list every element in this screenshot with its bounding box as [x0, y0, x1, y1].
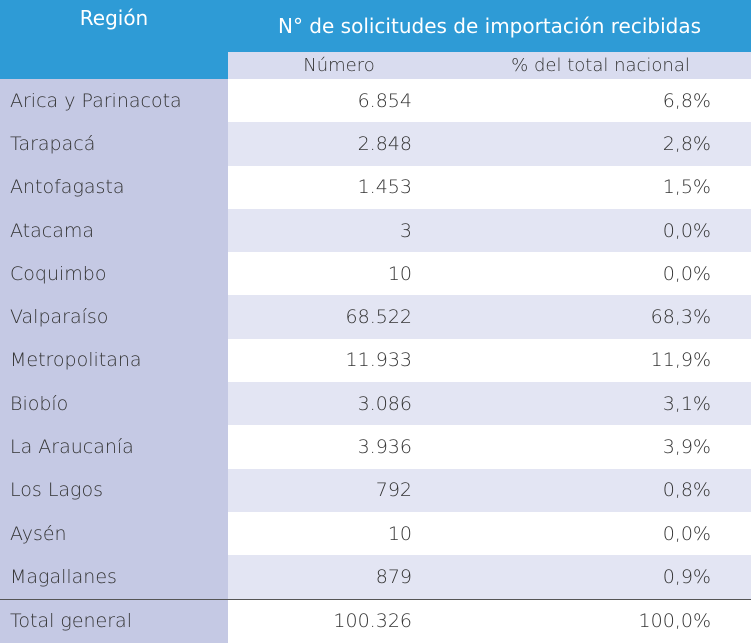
number-cell: 1.453: [357, 176, 412, 199]
region-cell: Total general: [0, 598, 228, 643]
number-cell: 3.936: [357, 436, 412, 459]
header-percent: % del total nacional: [450, 52, 751, 79]
region-cell: Arica y Parinacota: [0, 79, 228, 123]
table-row: Total general 100.326 100,0%: [0, 598, 751, 643]
percent-cell: 6,8%: [662, 89, 711, 112]
region-cell: Tarapacá: [0, 122, 228, 166]
header-group: N° de solicitudes de importación recibid…: [228, 0, 751, 52]
number-cell: 3: [228, 208, 450, 253]
number-cell: 100.326: [228, 598, 450, 643]
percent-cell: 0,0%: [450, 208, 751, 253]
table-row: Magallanes 879 0,9%: [0, 555, 751, 600]
percent-cell: 0,8%: [450, 468, 751, 512]
region-cell: La Araucanía: [0, 425, 228, 469]
number-cell: 68.522: [228, 295, 450, 339]
region-cell: Antofagasta: [0, 165, 228, 209]
table-row: La Araucanía 3.936 3,9%: [0, 425, 751, 469]
table-row: Los Lagos 792 0,8%: [0, 468, 751, 512]
percent-cell: 3,1%: [450, 382, 751, 426]
percent-cell: 3,9%: [662, 436, 711, 459]
table-body: Arica y Parinacota 6.854 6,8% Tarapacá 2.848…: [0, 79, 751, 643]
number-cell: 10: [387, 262, 412, 285]
number-cell: 3.086: [228, 382, 450, 426]
percent-cell: 11,9%: [650, 349, 711, 372]
percent-cell: 2,8%: [450, 122, 751, 166]
percent-cell: 1,5%: [662, 176, 711, 199]
region-cell: Valparaíso: [0, 295, 228, 339]
number-cell: 10: [387, 522, 412, 545]
region-cell: Atacama: [0, 208, 228, 253]
table-row: Valparaíso 68.522 68,3%: [0, 295, 751, 339]
region-cell: Magallanes: [0, 555, 228, 600]
number-cell: 792: [228, 468, 450, 512]
table-row: Coquimbo 10 0,0%: [0, 252, 751, 296]
number-cell: 2.848: [228, 122, 450, 166]
table-row: Biobío 3.086 3,1%: [0, 382, 751, 426]
table-row: Tarapacá 2.848 2,8%: [0, 122, 751, 166]
percent-cell: 100,0%: [450, 598, 751, 643]
table-row: Aysén 10 0,0%: [0, 511, 751, 556]
percent-cell: 0,9%: [450, 555, 751, 600]
region-cell: Coquimbo: [0, 252, 228, 296]
region-cell: Aysén: [0, 511, 228, 556]
region-cell: Los Lagos: [0, 468, 228, 512]
number-cell: 879: [228, 555, 450, 600]
percent-cell: 0,0%: [662, 262, 711, 285]
number-cell: 11.933: [345, 349, 412, 372]
region-cell: Metropolitana: [0, 338, 228, 383]
header-number: Número: [228, 52, 450, 79]
region-cell: Biobío: [0, 382, 228, 426]
table-row: Metropolitana 11.933 11,9%: [0, 338, 751, 383]
number-cell: 6.854: [357, 89, 412, 112]
table-row: Antofagasta 1.453 1,5%: [0, 165, 751, 209]
percent-cell: 68,3%: [450, 295, 751, 339]
header-region: Región: [0, 0, 228, 79]
percent-cell: 0,0%: [662, 522, 711, 545]
table-row: Atacama 3 0,0%: [0, 208, 751, 253]
table-row: Arica y Parinacota 6.854 6,8%: [0, 79, 751, 123]
